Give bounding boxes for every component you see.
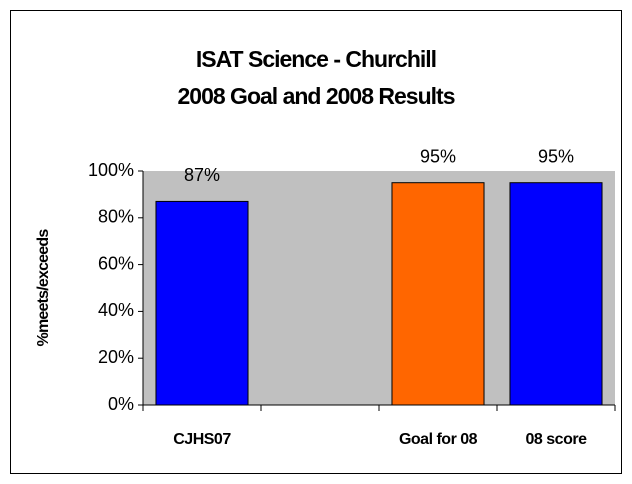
x-tick-label: Goal for 08 — [399, 431, 478, 448]
value-label: 87% — [184, 165, 220, 185]
bar — [155, 200, 249, 406]
y-tick-label: 0% — [108, 394, 134, 414]
y-axis-label: %meets/exceeds — [35, 229, 52, 347]
bar — [391, 182, 485, 406]
y-tick-label: 80% — [98, 207, 134, 227]
value-label: 95% — [538, 146, 574, 166]
chart-title: ISAT Science - Churchill — [196, 46, 436, 72]
chart-title: 2008 Goal and 2008 Results — [178, 83, 455, 109]
y-tick-label: 40% — [98, 300, 134, 320]
y-tick-label: 60% — [98, 253, 134, 273]
y-tick-label: 20% — [98, 347, 134, 367]
x-tick-label: 08 score — [526, 431, 588, 448]
x-tick-label: CJHS07 — [173, 431, 231, 448]
value-label: 95% — [420, 146, 456, 166]
y-tick-label: 100% — [88, 160, 134, 180]
bar — [509, 182, 603, 406]
